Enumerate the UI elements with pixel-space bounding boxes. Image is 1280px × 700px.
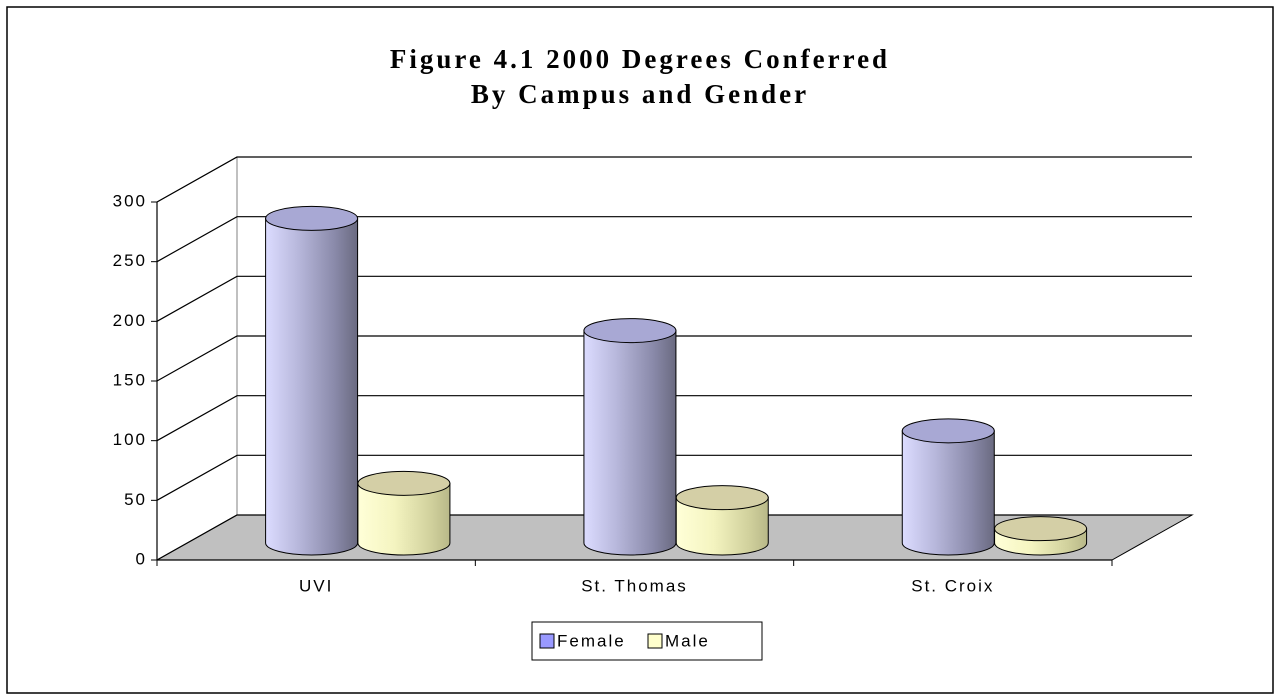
- bar-top: [675, 485, 769, 511]
- x-tick-label: St. Thomas: [581, 576, 688, 595]
- bar-top: [357, 470, 451, 496]
- y-tick-label: 50: [124, 490, 147, 509]
- y-tick-label: 100: [113, 430, 147, 449]
- bar: [265, 205, 359, 556]
- bar-top: [583, 318, 677, 344]
- y-tick-label: 150: [113, 370, 147, 389]
- bar-top: [994, 516, 1088, 542]
- bar-body: [901, 430, 995, 556]
- bar: [901, 418, 995, 556]
- grid-line: [156, 156, 1192, 203]
- bar-body: [357, 482, 451, 556]
- bar-top: [901, 418, 995, 444]
- chart-title: Figure 4.1 2000 Degrees Conferred: [390, 44, 890, 74]
- bar-body: [265, 217, 359, 556]
- legend-label: Male: [665, 631, 710, 650]
- legend-swatch: [647, 633, 663, 649]
- bar-top: [265, 205, 359, 231]
- legend-swatch: [539, 633, 555, 649]
- legend-label: Female: [557, 631, 626, 650]
- bar: [994, 516, 1088, 556]
- grid-line: [156, 275, 1192, 322]
- y-tick-label: 300: [113, 191, 147, 210]
- x-tick-label: St. Croix: [911, 576, 994, 595]
- grid-line: [156, 335, 1192, 382]
- y-tick-label: 200: [113, 311, 147, 330]
- grid-line: [156, 514, 1192, 561]
- y-tick-label: 250: [113, 251, 147, 270]
- bar: [583, 318, 677, 556]
- bar: [357, 470, 451, 556]
- bar-body: [583, 330, 677, 556]
- legend: Female Male: [531, 621, 763, 661]
- grid-line: [156, 454, 1192, 501]
- legend-box: [531, 621, 763, 661]
- bar: [675, 485, 769, 556]
- y-tick-label: 0: [136, 549, 147, 568]
- x-tick-label: UVI: [299, 576, 333, 595]
- chart-subtitle: By Campus and Gender: [471, 79, 809, 109]
- grid-line: [156, 395, 1192, 442]
- bar-body: [675, 497, 769, 556]
- grid-line: [156, 216, 1192, 263]
